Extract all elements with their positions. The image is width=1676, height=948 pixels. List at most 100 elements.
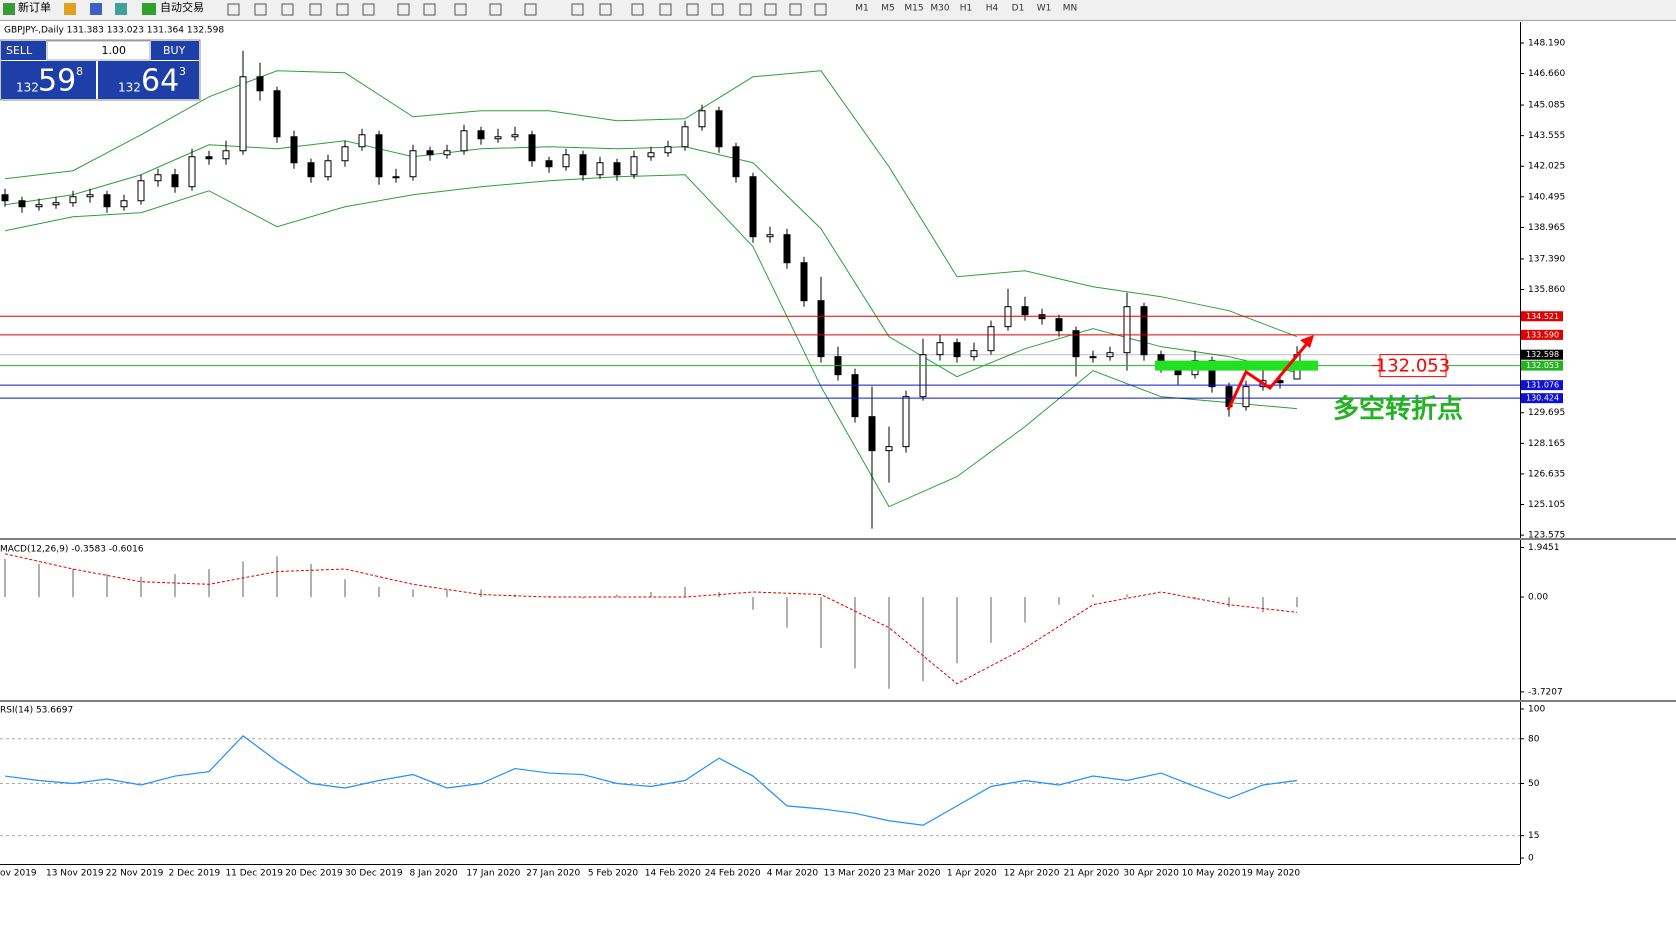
candle-body xyxy=(341,146,349,162)
candle-body xyxy=(35,204,43,208)
tool-icon[interactable] xyxy=(814,3,827,16)
tool-icon[interactable] xyxy=(454,3,467,16)
y-tick-label: 142.025 xyxy=(1528,162,1565,172)
candle-body xyxy=(273,90,281,138)
price-tag-label: 131.076 xyxy=(1526,381,1559,390)
tool-icon[interactable] xyxy=(309,3,322,16)
tool-icon[interactable] xyxy=(362,3,375,16)
price-tag xyxy=(1521,329,1563,340)
icon[interactable] xyxy=(142,3,156,15)
tool-icon[interactable] xyxy=(659,3,672,16)
period-button[interactable]: MN xyxy=(1063,4,1078,14)
x-tick-label: 11 Dec 2019 xyxy=(225,869,283,879)
buy-price-box[interactable] xyxy=(98,61,199,99)
price-tag-label: 134.521 xyxy=(1526,312,1559,321)
x-tick-label: 4 Mar 2020 xyxy=(767,869,819,879)
sell-price-box[interactable] xyxy=(1,61,96,99)
candle-body xyxy=(851,374,859,418)
x-tick-label: 23 Mar 2020 xyxy=(883,869,940,879)
lots[interactable]: 1.00 xyxy=(102,44,127,57)
lots-input[interactable] xyxy=(46,40,151,61)
tool-icon[interactable] xyxy=(336,3,349,16)
period-button[interactable]: W1 xyxy=(1037,4,1052,14)
callout-label: 132.053 xyxy=(1376,356,1450,377)
period-button[interactable]: M15 xyxy=(904,4,923,14)
period-button[interactable]: M5 xyxy=(881,4,895,14)
tool-icon[interactable] xyxy=(423,3,436,16)
tool-icon[interactable] xyxy=(489,3,502,16)
candle-body xyxy=(579,154,587,176)
tool-icon[interactable] xyxy=(789,3,802,16)
candle-body xyxy=(562,154,570,168)
sell-label[interactable]: SELL xyxy=(6,44,33,57)
tool-icon[interactable] xyxy=(227,3,240,16)
candle-body xyxy=(596,162,604,176)
candle-body xyxy=(120,200,128,208)
period-button[interactable]: D1 xyxy=(1012,4,1025,14)
candle-body xyxy=(1089,356,1097,359)
x-tick-label: Nov 2019 xyxy=(0,869,37,879)
tool-icon[interactable] xyxy=(571,3,584,16)
period-button[interactable]: H4 xyxy=(986,4,999,14)
candle-body xyxy=(307,162,315,178)
x-tick-label: 13 Mar 2020 xyxy=(824,869,881,879)
candle-body xyxy=(103,194,111,208)
x-tick-label: 5 Feb 2020 xyxy=(588,869,639,879)
buy-label[interactable]: BUY xyxy=(163,44,186,57)
tool-icon[interactable] xyxy=(686,3,699,16)
candle-body xyxy=(358,134,366,148)
toolbar-button[interactable]: 自动交易 xyxy=(160,0,204,14)
tool-icon[interactable] xyxy=(631,3,644,16)
icon[interactable] xyxy=(3,3,15,15)
period-button[interactable]: M1 xyxy=(855,4,869,14)
candle-body xyxy=(1123,306,1131,354)
tool-icon[interactable] xyxy=(524,3,537,16)
tool-icon[interactable] xyxy=(397,3,410,16)
bollinger-upper xyxy=(4,70,1298,338)
callout-box xyxy=(1379,354,1447,378)
candle-body xyxy=(256,76,264,92)
turning-zone xyxy=(1155,360,1318,371)
candle-body xyxy=(18,200,26,208)
buy-button[interactable] xyxy=(151,41,199,60)
x-tick-label: 24 Feb 2020 xyxy=(705,869,761,879)
candle-body xyxy=(86,194,94,198)
toolbar-button[interactable]: 新订单 xyxy=(18,0,51,14)
icon[interactable] xyxy=(90,3,102,15)
tool-icon[interactable] xyxy=(764,3,777,16)
price-tag-label: 132.053 xyxy=(1526,361,1559,370)
candle-body xyxy=(647,152,655,158)
price-tag xyxy=(1521,393,1563,404)
tool-icon[interactable] xyxy=(711,3,724,16)
y-tick-label: 126.635 xyxy=(1528,469,1565,479)
x-tick-label: 30 Dec 2019 xyxy=(345,869,403,879)
tool-icon[interactable] xyxy=(281,3,294,16)
y-tick-label: 100 xyxy=(1528,704,1545,714)
candle-body xyxy=(868,416,876,452)
y-tick-label: 129.695 xyxy=(1528,408,1565,418)
candle-body xyxy=(817,300,825,358)
icon[interactable] xyxy=(115,3,127,15)
y-tick-label: 138.965 xyxy=(1528,223,1565,233)
y-tick-label: 135.860 xyxy=(1528,285,1565,295)
y-tick-label: 148.190 xyxy=(1528,38,1565,48)
tool-icon[interactable] xyxy=(739,3,752,16)
price-big: 132 xyxy=(16,81,39,95)
period-button[interactable]: H1 xyxy=(960,4,973,14)
period-button[interactable]: M30 xyxy=(930,4,949,14)
tool-icon[interactable] xyxy=(254,3,267,16)
tool-icon[interactable] xyxy=(599,3,612,16)
candle-body xyxy=(902,396,910,448)
price-pips: 64 xyxy=(141,64,179,99)
price-big: 132 xyxy=(118,81,141,95)
icon[interactable] xyxy=(64,3,76,15)
sell-button[interactable] xyxy=(1,41,46,60)
candle-body xyxy=(69,196,77,204)
candle-body xyxy=(1276,380,1284,384)
x-tick-label: 30 Apr 2020 xyxy=(1123,869,1179,879)
x-tick-label: 14 Feb 2020 xyxy=(645,869,701,879)
candle-body xyxy=(715,110,723,148)
candle-body xyxy=(613,162,621,176)
candle-body xyxy=(511,134,519,138)
candle-body xyxy=(1106,352,1114,358)
